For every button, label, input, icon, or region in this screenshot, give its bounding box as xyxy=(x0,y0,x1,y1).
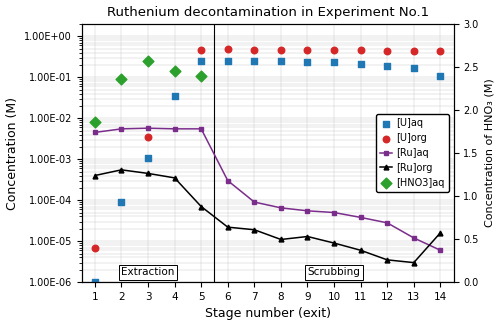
[U]aq xyxy=(436,73,444,78)
[Ru]aq xyxy=(172,127,177,131)
[Ru]org xyxy=(118,168,124,172)
[Ru]org xyxy=(145,171,151,175)
[Ru]aq xyxy=(198,127,204,131)
[HNO3]aq xyxy=(170,68,178,74)
[Ru]org xyxy=(411,261,417,265)
Y-axis label: Concentration (M): Concentration (M) xyxy=(6,96,18,210)
[Ru]org xyxy=(438,231,444,235)
[Ru]aq xyxy=(252,200,258,204)
[HNO3]aq xyxy=(144,58,152,64)
[Ru]org xyxy=(358,248,364,252)
[Ru]aq xyxy=(145,126,151,130)
[Ru]org xyxy=(225,225,231,229)
[U]aq xyxy=(118,200,126,205)
[U]org xyxy=(250,47,258,52)
[U]org xyxy=(410,49,418,54)
[U]aq xyxy=(250,59,258,64)
[Ru]org xyxy=(198,205,204,209)
[U]aq xyxy=(224,58,232,64)
[Ru]aq xyxy=(384,221,390,225)
[HNO3]aq xyxy=(91,120,99,125)
[U]aq xyxy=(330,60,338,65)
Text: Scrubbing: Scrubbing xyxy=(308,268,360,277)
[U]org xyxy=(144,134,152,140)
[Ru]org xyxy=(252,228,258,232)
[Ru]aq xyxy=(331,211,337,215)
[Ru]aq xyxy=(92,130,98,134)
[Ru]aq xyxy=(358,215,364,219)
Line: [Ru]org: [Ru]org xyxy=(92,168,443,265)
[Ru]aq xyxy=(225,179,231,183)
Y-axis label: Concentration of HNO₃ (M): Concentration of HNO₃ (M) xyxy=(484,79,494,228)
[Ru]org xyxy=(384,258,390,262)
X-axis label: Stage number (exit): Stage number (exit) xyxy=(204,307,330,320)
[U]org xyxy=(277,47,285,52)
Line: [Ru]aq: [Ru]aq xyxy=(92,126,443,253)
[U]aq xyxy=(383,63,391,68)
Legend: [U]aq, [U]org, [Ru]aq, [Ru]org, [HNO3]aq: [U]aq, [U]org, [Ru]aq, [Ru]org, [HNO3]aq xyxy=(376,114,449,192)
[U]org xyxy=(356,48,364,53)
[U]org xyxy=(197,48,205,53)
[U]org xyxy=(383,48,391,53)
[Ru]aq xyxy=(278,206,284,210)
Text: Extraction: Extraction xyxy=(122,268,174,277)
[U]aq xyxy=(356,61,364,67)
[Ru]aq xyxy=(304,209,310,213)
[U]aq xyxy=(410,65,418,70)
[Ru]org xyxy=(92,173,98,177)
[U]org xyxy=(91,245,99,250)
[Ru]org xyxy=(304,234,310,238)
[U]org xyxy=(330,48,338,53)
[U]aq xyxy=(197,58,205,64)
[Ru]org xyxy=(331,241,337,245)
[U]aq xyxy=(170,93,178,98)
[U]org xyxy=(304,47,312,52)
[Ru]aq xyxy=(438,248,444,252)
[Ru]aq xyxy=(411,236,417,240)
[Ru]aq xyxy=(118,127,124,131)
Title: Ruthenium decontamination in Experiment No.1: Ruthenium decontamination in Experiment … xyxy=(106,6,428,19)
[HNO3]aq xyxy=(118,77,126,82)
[U]aq xyxy=(277,59,285,64)
[Ru]org xyxy=(172,176,177,180)
[U]aq xyxy=(304,59,312,64)
[HNO3]aq xyxy=(197,73,205,78)
[Ru]org xyxy=(278,238,284,242)
[U]aq xyxy=(144,155,152,160)
[U]org xyxy=(436,49,444,54)
[U]aq xyxy=(91,280,99,285)
[U]org xyxy=(224,47,232,52)
